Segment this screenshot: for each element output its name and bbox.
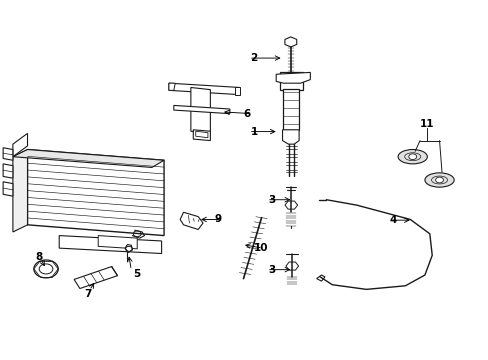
Polygon shape	[13, 149, 27, 232]
Polygon shape	[276, 72, 310, 83]
Polygon shape	[173, 105, 229, 114]
Polygon shape	[190, 87, 210, 134]
Text: 2: 2	[250, 53, 257, 63]
Polygon shape	[3, 148, 13, 160]
Polygon shape	[193, 130, 210, 140]
Circle shape	[435, 177, 443, 183]
Polygon shape	[74, 266, 117, 288]
Ellipse shape	[424, 173, 453, 187]
Polygon shape	[285, 262, 298, 270]
Polygon shape	[98, 235, 137, 249]
Text: 10: 10	[254, 243, 268, 253]
Text: 4: 4	[389, 215, 396, 225]
Polygon shape	[180, 212, 203, 229]
Text: 6: 6	[243, 109, 250, 119]
Circle shape	[34, 260, 58, 278]
Polygon shape	[282, 130, 299, 144]
Polygon shape	[285, 201, 297, 209]
Text: 3: 3	[268, 195, 275, 205]
Polygon shape	[234, 87, 239, 95]
Polygon shape	[13, 149, 163, 167]
Text: 9: 9	[214, 215, 221, 224]
Polygon shape	[59, 235, 161, 253]
Polygon shape	[168, 83, 239, 95]
Polygon shape	[316, 275, 325, 281]
Text: 11: 11	[419, 120, 434, 129]
Circle shape	[408, 154, 416, 159]
Polygon shape	[3, 182, 13, 196]
Polygon shape	[3, 164, 13, 178]
Text: 8: 8	[35, 252, 42, 262]
Polygon shape	[282, 89, 299, 130]
Ellipse shape	[397, 149, 427, 164]
Polygon shape	[279, 72, 303, 90]
Text: 5: 5	[133, 269, 140, 279]
Polygon shape	[13, 134, 27, 157]
Polygon shape	[285, 37, 296, 47]
Polygon shape	[125, 244, 132, 252]
Text: 1: 1	[250, 127, 257, 136]
Text: 7: 7	[83, 289, 91, 299]
Polygon shape	[168, 83, 175, 90]
Polygon shape	[195, 131, 207, 138]
Polygon shape	[27, 149, 163, 235]
Text: 3: 3	[268, 265, 275, 275]
